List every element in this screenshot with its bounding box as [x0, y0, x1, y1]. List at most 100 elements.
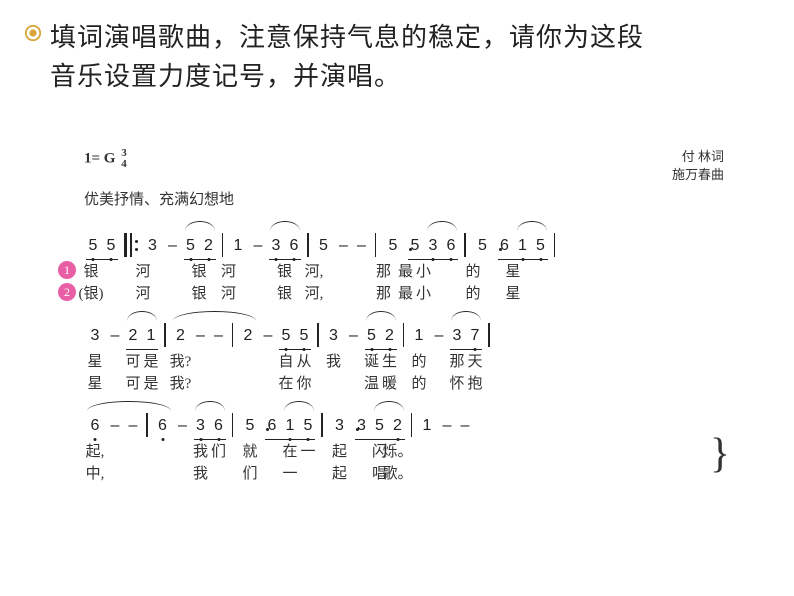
bullet-icon	[24, 24, 42, 42]
note-cell: 6	[210, 417, 228, 439]
note-cell	[307, 233, 309, 257]
lyric-cell: 可	[124, 350, 142, 371]
lyric-cell: 们	[237, 462, 263, 483]
composer: 施万春曲	[672, 166, 724, 184]
lyric-cell: 河	[218, 260, 240, 281]
lyric-cell: 暖	[381, 372, 399, 393]
lyric-cell: 在	[281, 440, 299, 461]
verse-badge: 2	[58, 283, 76, 301]
note-cell: 1	[281, 417, 299, 439]
key-time: 1= G 3 4	[84, 148, 127, 170]
note-cell: 1	[142, 327, 160, 349]
note-cell: –	[353, 237, 371, 259]
time-signature: 3 4	[121, 148, 127, 170]
note-cell: 5	[277, 327, 295, 349]
notes-row: 6––6–36561533521––	[84, 403, 724, 439]
note-cell: –	[335, 237, 353, 259]
staff-container: 553–521–365––553656151银河银河银河,那最小的星2(银)河银…	[84, 223, 724, 483]
lyric-cell: 温	[363, 372, 381, 393]
note-cell: –	[259, 327, 277, 349]
lyric-cell: 最	[397, 260, 415, 281]
lyric-cell: 河	[132, 260, 154, 281]
note-cell: 3	[323, 327, 345, 349]
lyric-cell: 银	[190, 282, 208, 303]
lyric-cell: 银	[82, 260, 100, 281]
note-cell: 1	[408, 327, 430, 349]
lyric-cell: 星	[84, 350, 106, 371]
note-cell: 2	[389, 417, 407, 439]
note-cell: –	[345, 327, 363, 349]
notes-row: 553–521–365––55365615	[84, 223, 724, 259]
note-cell: –	[106, 327, 124, 349]
note-cell: 5	[406, 237, 424, 259]
lyric-cell: 我?	[170, 350, 192, 371]
lyric-cell: 们	[210, 440, 228, 461]
lyric-cell: 银	[276, 260, 294, 281]
note-cell	[411, 413, 413, 437]
note-cell: 5	[299, 417, 317, 439]
note-cell: 2	[124, 327, 142, 349]
note-cell	[321, 413, 323, 437]
note-cell: 5	[380, 237, 406, 259]
note-cell	[124, 233, 138, 257]
instruction-text: 填词演唱歌曲，注意保持气息的稳定，请你为这段 音乐设置力度记号，并演唱。	[50, 18, 750, 96]
note-cell	[554, 233, 556, 257]
lyric-cell: 小	[415, 282, 433, 303]
note-cell: 3	[84, 327, 106, 349]
note-cell: 1	[416, 417, 438, 439]
expression-mark: 优美抒情、充满幻想地	[84, 188, 724, 209]
note-cell: 3	[424, 237, 442, 259]
repeat-brace: }	[710, 433, 730, 475]
lyrics-row: 2(银)河银河银河,那最小的星	[84, 281, 724, 303]
lyric-cell: 就	[237, 440, 263, 461]
lyric-cell: 我	[323, 350, 345, 371]
notes-row: 3–212––2–553–521–37	[84, 313, 724, 349]
note-cell: –	[106, 417, 124, 439]
note-cell: 3	[142, 237, 164, 259]
lyrics-row: 1银河银河银河,那最小的星	[84, 259, 724, 281]
instruction-line1: 填词演唱歌曲，注意保持气息的稳定，请你为这段	[50, 23, 644, 52]
staff-line: 6––6–36561533521––起,我们就在一起闪烁。中,我们一起唱歌。	[84, 403, 724, 483]
note-cell: 5	[237, 417, 263, 439]
lyrics-row: 星可是我?自从我诞生的那天	[84, 349, 724, 371]
note-cell: 2	[170, 327, 192, 349]
note-cell: 6	[152, 417, 174, 439]
note-cell: –	[430, 327, 448, 349]
note-cell	[403, 323, 405, 347]
lyric-cell: 烁。	[389, 440, 407, 461]
verse-badge: 1	[58, 261, 76, 279]
lyric-cell: 银	[276, 282, 294, 303]
lyric-cell: 那	[371, 260, 397, 281]
note-cell: 5	[84, 237, 102, 259]
lyric-cell: 可	[124, 372, 142, 393]
lyric-cell: 那	[371, 282, 397, 303]
lyric-cell: 银	[190, 260, 208, 281]
lyric-cell: 小	[415, 260, 433, 281]
lyric-cell: 自	[277, 350, 295, 371]
note-cell: 2	[381, 327, 399, 349]
lyric-cell: 的	[408, 372, 430, 393]
note-cell	[146, 413, 148, 437]
lyric-cell: 我	[192, 462, 210, 483]
lyric-cell: 一	[299, 440, 317, 461]
note-cell: 1	[227, 237, 249, 259]
note-cell: 6	[496, 237, 514, 259]
lyric-cell: 河,	[303, 282, 325, 303]
lyric-cell: 星	[504, 260, 522, 281]
lyrics-row: 中,我们一起唱歌。	[84, 461, 724, 483]
note-cell	[375, 233, 377, 257]
key-label: 1= G	[84, 150, 115, 166]
lyric-cell: 的	[408, 350, 430, 371]
lyrics-row: 星可是我?在你温暖的怀抱	[84, 371, 724, 393]
note-cell: –	[438, 417, 456, 439]
music-score: 1= G 3 4 付 林词 施万春曲 优美抒情、充满幻想地 553–521–36…	[84, 148, 724, 493]
note-cell: 5	[182, 237, 200, 259]
note-cell	[232, 413, 234, 437]
note-cell: 6	[84, 417, 106, 439]
note-cell: –	[249, 237, 267, 259]
lyric-cell: 天	[466, 350, 484, 371]
lyric-cell: 诞	[363, 350, 381, 371]
instruction-line2: 音乐设置力度记号，并演唱。	[50, 62, 401, 91]
lyric-cell: 河,	[303, 260, 325, 281]
lyric-cell: 是	[142, 350, 160, 371]
